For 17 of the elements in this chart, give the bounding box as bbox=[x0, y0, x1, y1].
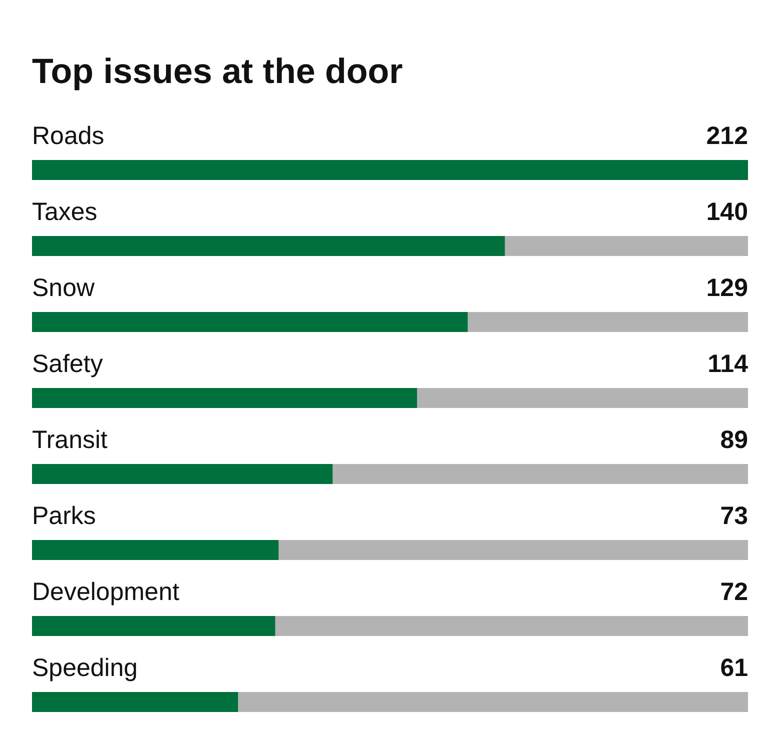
y-tick-label: Taxes bbox=[32, 198, 98, 226]
data-label: 73 bbox=[720, 502, 748, 530]
y-tick-label: Development bbox=[32, 578, 180, 606]
y-tick-label: Safety bbox=[32, 350, 104, 378]
data-label: 61 bbox=[720, 654, 748, 682]
data-label: 114 bbox=[708, 350, 748, 378]
y-tick-label: Roads bbox=[32, 122, 104, 150]
y-tick-label: Snow bbox=[32, 274, 96, 302]
chart-title: Top issues at the door bbox=[31, 51, 404, 93]
data-label: 129 bbox=[706, 274, 748, 302]
data-label: 89 bbox=[720, 426, 748, 454]
y-tick-label: Speeding bbox=[32, 654, 138, 682]
data-label: 72 bbox=[720, 578, 748, 606]
data-label: 212 bbox=[706, 122, 748, 150]
y-tick-label: Parks bbox=[32, 502, 96, 530]
y-tick-label: Transit bbox=[32, 426, 108, 454]
data-label: 140 bbox=[706, 198, 748, 226]
